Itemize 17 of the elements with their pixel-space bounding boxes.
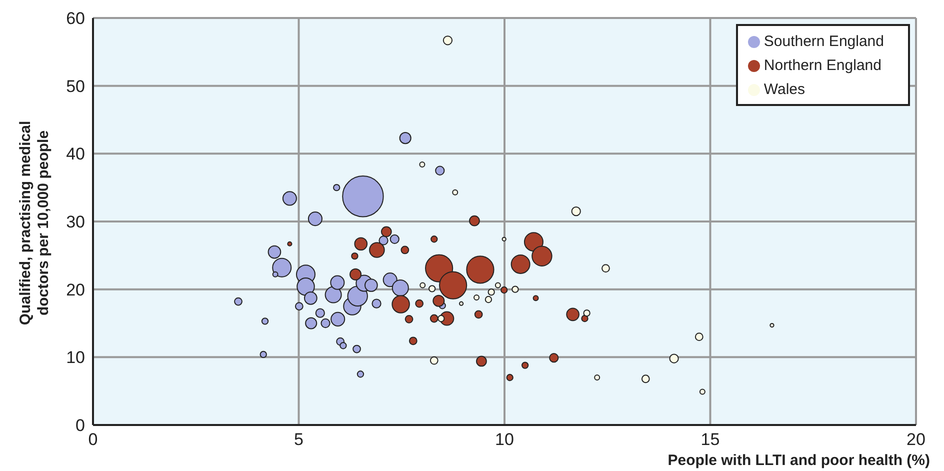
x-axis-title: People with LLTI and poor health (%) [668,452,930,469]
x-tick-label: 5 [294,430,304,450]
legend-label: Wales [764,81,806,98]
x-tick-label: 15 [700,430,720,450]
y-tick-label: 0 [76,416,85,436]
y-tick-label: 30 [66,212,85,232]
legend-label: Northern England [764,57,882,74]
y-tick-label: 10 [66,348,85,368]
y-tick-label: 20 [66,280,85,300]
y-tick-label: 50 [66,76,85,96]
x-tick-label: 20 [906,430,926,450]
y-axis-title: Qualified, practising medical doctors per 10,000 people [17,120,52,326]
y-tick-label: 40 [66,144,85,164]
x-tick-label: 0 [88,430,98,450]
y-tick-label: 60 [66,9,85,28]
legend-label: Southern England [764,33,884,50]
x-tick-label: 10 [495,430,514,450]
